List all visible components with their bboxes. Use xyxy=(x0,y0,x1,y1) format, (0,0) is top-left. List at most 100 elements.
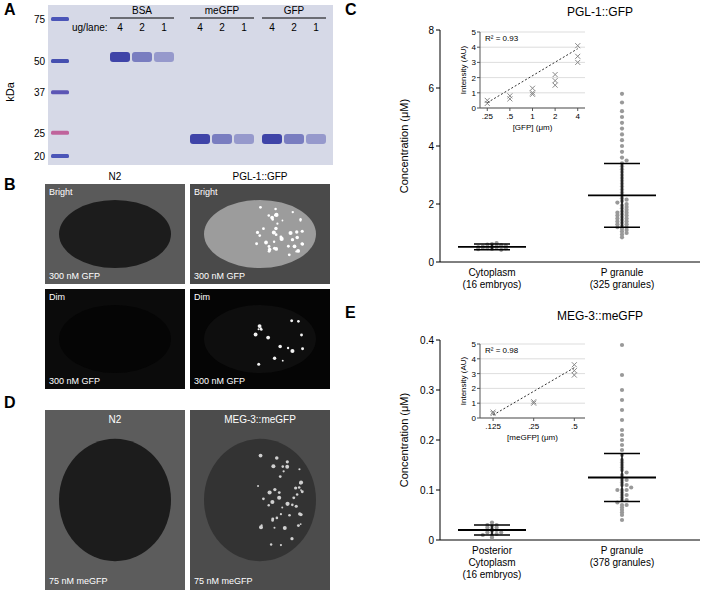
point xyxy=(620,503,624,507)
granule xyxy=(281,465,284,468)
x-tick-label: .5 xyxy=(507,112,514,121)
granule xyxy=(298,486,301,489)
point xyxy=(490,520,494,524)
label-line: (325 granules) xyxy=(590,279,654,290)
x-axis xyxy=(440,262,700,263)
annotation: R² = 0.98 xyxy=(485,346,519,355)
y-tick-label: 6 xyxy=(428,83,434,94)
marker-stroke xyxy=(531,399,536,404)
granule xyxy=(297,524,300,527)
error-cap xyxy=(474,249,510,251)
y-tick-label: 0 xyxy=(472,414,477,423)
y-tick xyxy=(436,88,440,89)
x-tick xyxy=(555,108,556,111)
x-axis xyxy=(480,418,585,419)
y-tick-label: 3 xyxy=(472,370,477,379)
granule xyxy=(299,218,301,220)
granule xyxy=(256,231,259,234)
point xyxy=(620,132,624,136)
grid-line xyxy=(480,62,585,63)
inset-plot-area xyxy=(491,362,577,416)
lane-label: 4 xyxy=(117,22,123,33)
axis-label: Intensity (AU) xyxy=(459,356,468,405)
ladder-band xyxy=(51,90,69,94)
grid-line xyxy=(480,418,585,419)
lane-label: 1 xyxy=(241,22,247,33)
mean-line xyxy=(458,246,526,248)
point xyxy=(620,109,624,113)
marker-stroke xyxy=(491,410,496,415)
embryo xyxy=(59,305,171,373)
axis-label: [GFP] (μm) xyxy=(513,123,553,132)
axis-label: kDa xyxy=(4,81,16,101)
grid-line xyxy=(480,373,585,374)
x-tick-label: .25 xyxy=(482,112,494,121)
x-tick-label: P granule(378 granules) xyxy=(590,545,654,568)
x-tick-label: Cytoplasm(16 embryos) xyxy=(463,267,522,290)
granule xyxy=(295,230,298,233)
group-label: BSA xyxy=(132,5,152,16)
marker-stroke xyxy=(507,93,512,98)
granule xyxy=(287,347,289,349)
granule xyxy=(276,223,278,225)
granule xyxy=(271,464,275,468)
granule xyxy=(282,220,284,222)
marker xyxy=(572,362,577,367)
point xyxy=(620,438,624,442)
ladder-label: 75 xyxy=(34,14,46,25)
point xyxy=(620,92,624,96)
protein-band xyxy=(234,134,254,144)
y-tick-label: 5 xyxy=(472,28,477,37)
marker-stroke xyxy=(572,373,577,378)
panel-label: C xyxy=(345,1,357,18)
ladder-label: 37 xyxy=(34,87,46,98)
image-background xyxy=(45,289,185,389)
y-tick xyxy=(436,490,440,491)
x-tick xyxy=(533,418,534,421)
marker-stroke xyxy=(553,72,558,77)
lane-label: 2 xyxy=(139,22,145,33)
granule xyxy=(290,537,293,540)
y-tick xyxy=(436,440,440,441)
label-line: Cytoplasm xyxy=(468,557,515,568)
micrograph xyxy=(45,184,185,284)
x-tick xyxy=(574,418,575,421)
column-label: N2 xyxy=(109,414,122,425)
plot-area xyxy=(458,92,656,252)
granule xyxy=(280,544,282,546)
mean-line xyxy=(588,194,656,196)
micrograph xyxy=(190,184,330,284)
lane-label: 2 xyxy=(219,22,225,33)
granule xyxy=(294,486,297,489)
error-cap xyxy=(604,226,640,228)
panel-label: A xyxy=(4,1,16,18)
micrograph xyxy=(190,289,330,389)
marker xyxy=(575,43,580,48)
embryo xyxy=(204,439,316,561)
image-background xyxy=(190,410,330,590)
x-tick-label: 2 xyxy=(553,112,558,121)
granule xyxy=(268,504,270,506)
granule xyxy=(279,236,282,239)
x-tick xyxy=(487,108,488,111)
marker-stroke xyxy=(572,368,577,373)
protein-band xyxy=(110,52,130,62)
granule xyxy=(299,513,302,516)
marker-stroke xyxy=(572,362,577,367)
ladder-band xyxy=(51,131,69,135)
y-tick-label: 8 xyxy=(428,25,434,36)
granule xyxy=(290,319,293,322)
error-cap xyxy=(604,453,640,455)
y-axis xyxy=(480,344,481,418)
granule xyxy=(258,234,261,237)
chart-title: MEG-3::meGFP xyxy=(557,309,643,323)
row-label: Bright xyxy=(49,187,73,197)
y-tick xyxy=(436,146,440,147)
granule xyxy=(295,505,298,508)
grid-line xyxy=(480,32,585,33)
granule xyxy=(299,481,303,485)
marker-stroke xyxy=(530,92,535,97)
mean-line xyxy=(458,529,526,531)
lane-label: 4 xyxy=(197,22,203,33)
granule xyxy=(285,502,289,506)
